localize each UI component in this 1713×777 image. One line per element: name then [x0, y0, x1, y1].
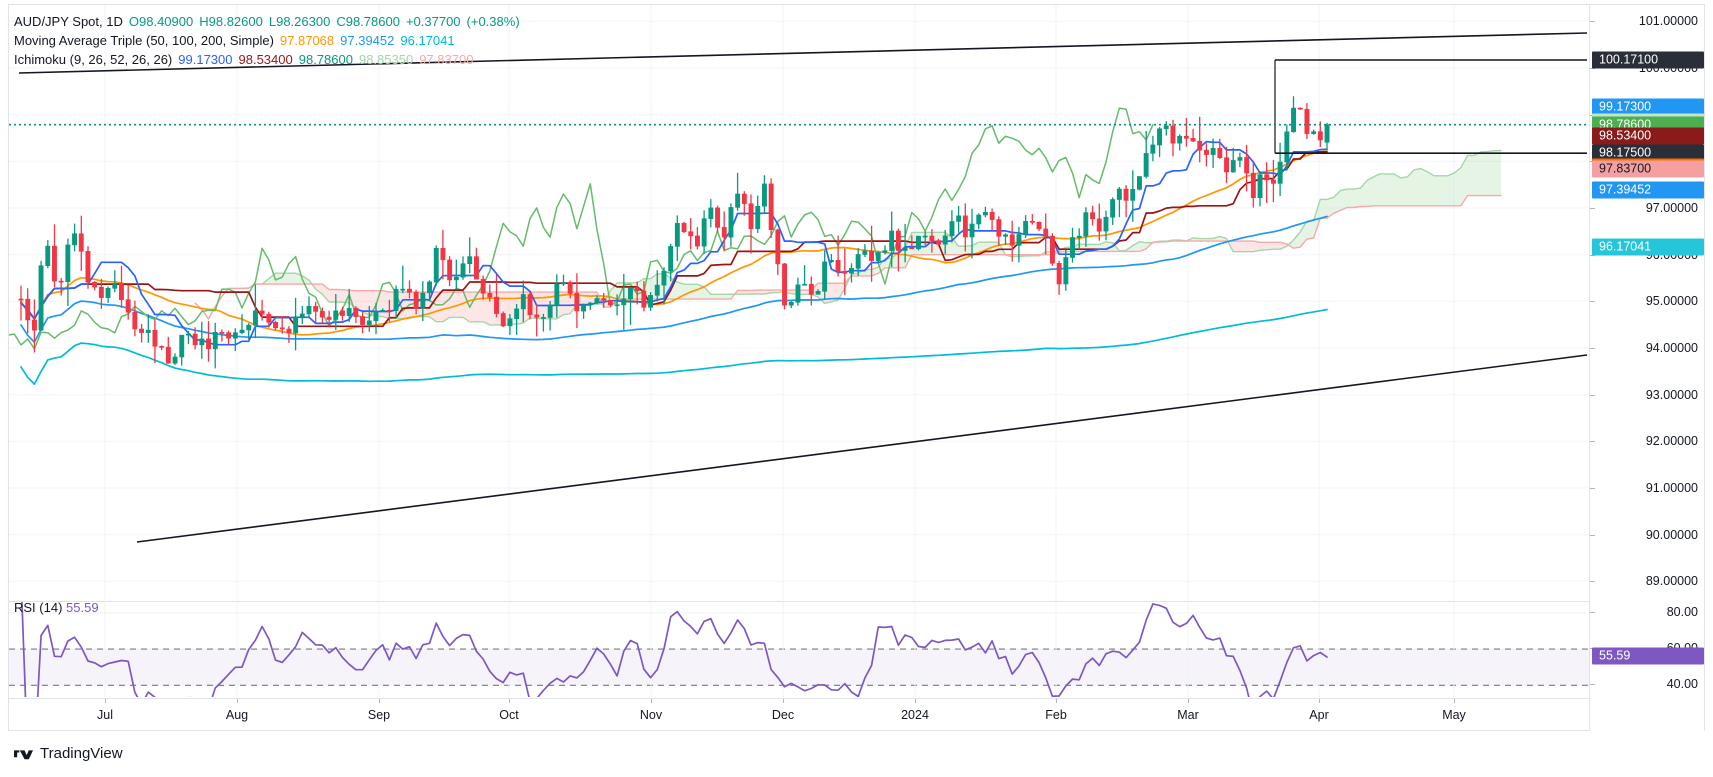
time-axis-tick: Mar [1177, 708, 1199, 722]
price-axis-tickmark [1590, 394, 1595, 396]
time-axis-tickmark [237, 699, 238, 703]
rsi-axis-tickmark [1590, 611, 1595, 613]
time-axis-tickmark [915, 699, 916, 703]
tradingview-logo-icon [14, 750, 33, 760]
price-axis-tick: 92.00000 [1645, 434, 1698, 449]
tenkan-sen-line [20, 140, 1328, 346]
time-axis-tickmark [651, 699, 652, 703]
senkou-span-b [194, 194, 1502, 320]
price-axis-tickmark [1590, 581, 1595, 583]
time-axis-tickmark [783, 699, 784, 703]
time-axis-tick: Aug [225, 708, 249, 722]
price-axis-tickmark [1590, 534, 1595, 536]
time-axis-tick: Jul [97, 708, 113, 722]
time-axis-tick: Sep [367, 708, 391, 722]
price-axis[interactable]: 101.00000100.0000099.0000098.0000097.000… [1589, 5, 1704, 731]
time-axis-tickmark [1319, 699, 1320, 703]
watermark-text: TradingView [40, 745, 123, 762]
time-axis-tickmark [105, 699, 106, 703]
rsi-line [21, 602, 1328, 697]
price-axis-tick: 97.00000 [1645, 201, 1698, 215]
time-axis-tickmark [509, 699, 510, 703]
candlestick-series [18, 96, 1330, 369]
price-axis-badge[interactable]: 100.17100 [1592, 51, 1704, 69]
price-plot [9, 5, 1589, 600]
rsi-axis-tickmark [1590, 684, 1595, 686]
price-axis-tick: 95.00000 [1645, 294, 1698, 309]
price-axis-badge[interactable]: 97.83700 [1592, 160, 1704, 178]
rsi-plot [9, 602, 1589, 697]
rsi-axis-badge[interactable]: 55.59 [1592, 647, 1704, 665]
price-pane[interactable] [9, 5, 1589, 600]
chikou-span-line [9, 107, 1154, 350]
ma-100-line [20, 215, 1328, 343]
price-axis-tick: 90.00000 [1645, 527, 1698, 542]
price-axis-badge[interactable]: 97.39452 [1592, 181, 1704, 199]
trendline-lower [136, 354, 1588, 543]
ma-200-line [20, 308, 1328, 385]
price-axis-badge[interactable]: 99.17300 [1592, 98, 1704, 116]
time-axis-tick: May [1442, 708, 1466, 722]
time-axis-tick: Dec [771, 708, 795, 722]
rsi-band-fill [9, 649, 1589, 686]
time-axis-tick: 2024 [901, 708, 929, 722]
price-axis-tick: 89.00000 [1645, 574, 1698, 589]
time-axis-tickmark [1454, 699, 1455, 703]
price-axis-tickmark [1590, 348, 1595, 349]
price-axis-tickmark [1590, 21, 1595, 23]
rsi-axis-tick: 40.00 [1666, 677, 1698, 692]
price-axis-tickmark [1590, 441, 1595, 443]
time-axis-tick: Apr [1309, 708, 1329, 722]
price-axis-badge[interactable]: 98.17500 [1592, 144, 1704, 162]
price-axis-tickmark [1590, 488, 1595, 489]
tradingview-watermark: TradingView [14, 744, 123, 763]
price-axis-tickmark [1590, 208, 1595, 209]
price-axis-tick: 101.00000 [1638, 14, 1698, 29]
price-axis-tick: 91.00000 [1645, 481, 1698, 495]
time-axis[interactable]: Jul Aug Sep Oct Nov Dec 2024 Feb Mar Apr May [9, 698, 1589, 731]
time-axis-tick: Nov [639, 708, 663, 722]
trendline-upper [18, 32, 1588, 74]
time-axis-tick: Feb [1045, 708, 1067, 722]
price-axis-tick: 94.00000 [1645, 341, 1698, 355]
price-axis-badge[interactable]: 96.17041 [1592, 238, 1704, 256]
rsi-pane[interactable] [9, 601, 1589, 697]
time-axis-tick: Oct [499, 708, 519, 722]
time-axis-tickmark [1188, 699, 1189, 703]
price-axis-tickmark [1590, 301, 1595, 303]
price-axis-badge[interactable]: 98.53400 [1592, 127, 1704, 145]
ma-50-line [20, 149, 1328, 336]
time-axis-tickmark [1056, 699, 1057, 703]
price-axis-tickmark [1590, 68, 1595, 69]
price-axis-tickmark [1590, 254, 1595, 256]
rsi-axis-tick: 80.00 [1666, 604, 1698, 619]
drawings [9, 32, 1588, 543]
time-axis-tickmark [379, 699, 380, 703]
chart-frame: Jul Aug Sep Oct Nov Dec 2024 Feb Mar Apr May 101.0… [8, 4, 1705, 731]
price-axis-tick: 93.00000 [1645, 387, 1698, 402]
